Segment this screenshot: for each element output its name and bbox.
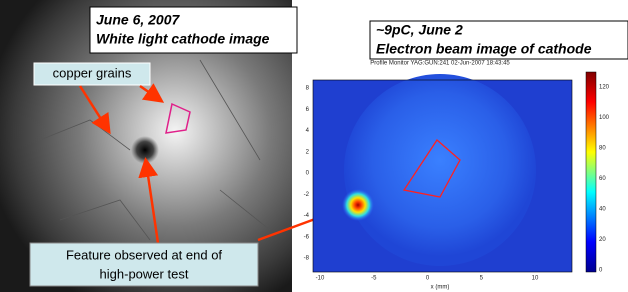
x-tick-label: 10 xyxy=(532,276,539,282)
y-tick-label: 8 xyxy=(306,86,310,92)
caption: ~9pC, June 2 xyxy=(376,22,463,38)
beam-disc xyxy=(344,74,536,266)
y-tick-label: -8 xyxy=(304,256,310,262)
y-tick-label: 4 xyxy=(306,128,310,134)
y-tick-label: 0 xyxy=(306,171,310,177)
plot-title: Profile Monitor YAG:GUN:241 02-Jun-2007 … xyxy=(370,61,510,67)
x-tick-label: 5 xyxy=(480,276,484,282)
label: copper grains xyxy=(53,65,132,80)
x-label: x (mm) xyxy=(431,285,450,291)
colorbar xyxy=(586,72,596,272)
y-tick-label: -2 xyxy=(304,192,310,198)
colorbar-label: 40 xyxy=(599,207,606,213)
callout: Feature observed at end of xyxy=(66,247,222,262)
callout: high-power test xyxy=(100,266,189,281)
caption: White light cathode image xyxy=(96,31,270,47)
colorbar-label: 60 xyxy=(599,176,606,182)
x-tick-label: 0 xyxy=(426,276,430,282)
y-tick-label: -4 xyxy=(304,213,310,219)
hot-spot xyxy=(342,189,374,221)
caption: Electron beam image of cathode xyxy=(376,41,592,57)
y-tick-label: 6 xyxy=(306,107,310,113)
colorbar-label: 100 xyxy=(599,115,610,121)
colorbar-label: 80 xyxy=(599,146,606,152)
caption: June 6, 2007 xyxy=(96,12,180,28)
y-tick-label: -6 xyxy=(304,234,310,240)
colorbar-label: 20 xyxy=(599,237,606,243)
dark-feature xyxy=(131,136,159,164)
colorbar-label: 0 xyxy=(599,268,603,274)
x-tick-label: -5 xyxy=(371,276,377,282)
colorbar-label: 120 xyxy=(599,85,610,91)
x-tick-label: -10 xyxy=(316,276,325,282)
y-tick-label: 2 xyxy=(306,149,310,155)
slide: June 6, 2007 White light cathode image c… xyxy=(0,0,628,292)
